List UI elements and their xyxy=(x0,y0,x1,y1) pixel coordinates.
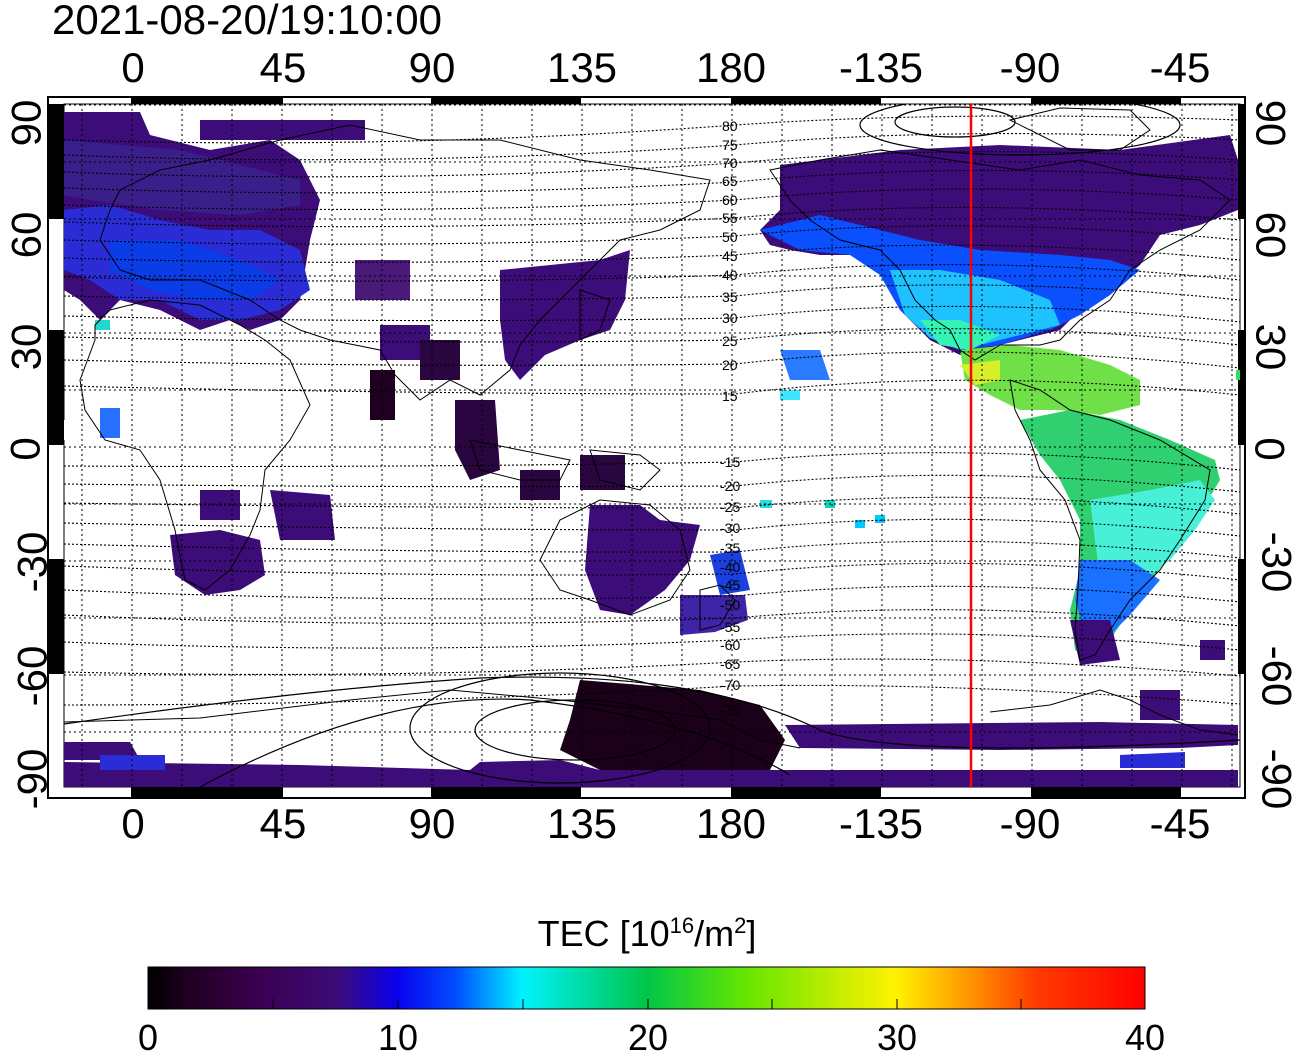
top-lon-label-minus135: -135 xyxy=(838,44,924,91)
bottom-lon-label-45: 45 xyxy=(259,800,307,847)
colorbar-label-20: 20 xyxy=(627,1017,669,1058)
geomag-label-minus30: -30 xyxy=(720,520,740,536)
top-lon-label-135: 135 xyxy=(546,44,618,91)
colorbar-gradient xyxy=(147,966,1146,1010)
bottom-lon-label-minus135: -135 xyxy=(838,800,924,847)
geomag-label-40: 40 xyxy=(722,267,738,283)
geomag-label-50: 50 xyxy=(722,229,738,245)
top-lon-label-45: 45 xyxy=(259,44,307,91)
top-lon-label-180: 180 xyxy=(695,44,767,91)
colorbar-label-10: 10 xyxy=(377,1017,419,1058)
top-lon-label-0: 0 xyxy=(121,44,145,91)
geomag-label-minus15: -15 xyxy=(720,454,740,470)
geomag-label-minus55: -55 xyxy=(720,619,740,635)
top-lon-label-minus90: -90 xyxy=(999,44,1061,91)
timestamp: 2021-08-20/19:10:00 xyxy=(52,0,442,43)
geomag-label-minus45: -45 xyxy=(720,577,740,593)
geomag-label-15: 15 xyxy=(722,388,738,404)
geomag-label-55: 55 xyxy=(722,210,738,226)
geomag-label-minus65: -65 xyxy=(720,656,740,672)
bottom-lon-label-0: 0 xyxy=(121,800,145,847)
top-lon-label-90: 90 xyxy=(408,44,456,91)
bottom-lon-label-minus45: -45 xyxy=(1149,800,1211,847)
bottom-lon-label-135: 135 xyxy=(546,800,618,847)
geomag-label-minus20: -20 xyxy=(720,478,740,494)
colorbar-title: TEC [1016/m2] xyxy=(537,913,757,954)
geomag-label-30: 30 xyxy=(722,310,738,326)
geomag-label-minus50: -50 xyxy=(720,597,740,613)
colorbar-label-30: 30 xyxy=(876,1017,918,1058)
geomag-label-minus25: -25 xyxy=(720,499,740,515)
top-lon-label-minus45: -45 xyxy=(1149,44,1211,91)
colorbar-label-40: 40 xyxy=(1124,1017,1166,1058)
geomag-label-75: 75 xyxy=(722,137,738,153)
bottom-lon-label-90: 90 xyxy=(408,800,456,847)
geomag-label-minus75: -75 xyxy=(720,702,740,718)
bottom-lon-label-minus90: -90 xyxy=(999,800,1061,847)
geomag-labels-north: 80 75 70 65 60 55 50 45 40 35 30 25 20 1… xyxy=(722,118,738,404)
geomag-label-80: 80 xyxy=(722,118,738,134)
colorbar-ticks xyxy=(272,999,1022,1009)
geomagnetic-contours xyxy=(64,115,1240,706)
geomag-label-35: 35 xyxy=(722,289,738,305)
geomag-labels-south: -15 -20 -25 -30 -35 -40 -45 -50 -55 -60 … xyxy=(720,454,740,718)
geomag-label-20: 20 xyxy=(722,357,738,373)
geomag-label-45: 45 xyxy=(722,248,738,264)
geomag-label-60: 60 xyxy=(722,192,738,208)
geomag-label-minus60: -60 xyxy=(720,637,740,653)
geomag-label-70: 70 xyxy=(722,155,738,171)
geomag-label-minus35: -35 xyxy=(720,540,740,556)
bottom-lon-label-180: 180 xyxy=(695,800,767,847)
lat-lon-grid xyxy=(64,104,1240,787)
colorbar-label-0: 0 xyxy=(137,1017,159,1058)
geomag-label-65: 65 xyxy=(722,173,738,189)
border-tick-bars xyxy=(48,97,1245,798)
map-frame xyxy=(47,96,1246,799)
geomag-label-minus40: -40 xyxy=(720,559,740,575)
geomag-label-25: 25 xyxy=(722,333,738,349)
geomag-label-minus70: -70 xyxy=(720,677,740,693)
coastlines xyxy=(64,107,1239,749)
